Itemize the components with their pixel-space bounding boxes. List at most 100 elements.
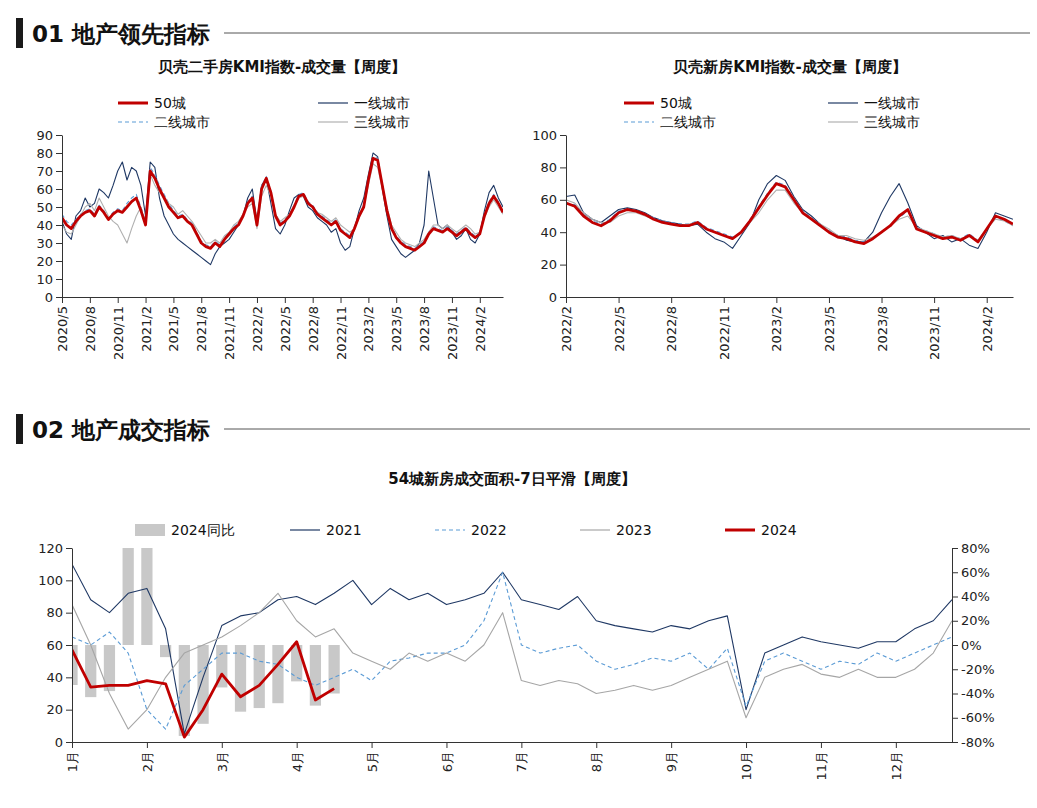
tick-label: 11月 xyxy=(814,751,829,781)
line-series xyxy=(566,184,1013,244)
tick-mark xyxy=(446,742,447,748)
tick: 40 xyxy=(540,225,566,240)
tick: 2020/11 xyxy=(111,297,126,360)
tick: 30 xyxy=(36,236,62,251)
legend-label: 一线城市 xyxy=(354,95,410,111)
tick-label: 70 xyxy=(36,164,53,179)
tick: 3月 xyxy=(215,742,230,772)
tick: 80 xyxy=(46,605,72,620)
legend-swatch xyxy=(118,102,148,105)
tick-mark xyxy=(66,645,72,646)
bar xyxy=(85,645,96,697)
tick: 2020/8 xyxy=(83,297,98,352)
tick: 80% xyxy=(952,541,990,556)
line-series xyxy=(62,158,503,250)
tick-label: 2023/5 xyxy=(822,306,837,352)
tick-label: 0 xyxy=(55,735,63,750)
tick-label: 60 xyxy=(36,182,53,197)
tick-mark xyxy=(452,297,453,303)
tick: -20% xyxy=(952,662,995,677)
bar xyxy=(272,645,283,703)
tick-label: 2021/5 xyxy=(166,306,181,352)
tick-label: 1月 xyxy=(65,751,80,772)
line-series xyxy=(72,642,334,737)
section-header: 02 地产成交指标 xyxy=(16,414,1030,444)
tick: 2022/11 xyxy=(334,297,349,360)
legend-label: 50城 xyxy=(660,95,692,111)
tick: 100 xyxy=(38,573,72,588)
section-title: 01 地产领先指标 xyxy=(32,21,210,47)
legend-label: 三线城市 xyxy=(354,114,410,130)
tick-mark xyxy=(313,297,314,303)
tick-mark xyxy=(619,297,620,303)
tick-mark xyxy=(952,572,958,573)
tick: 9月 xyxy=(664,742,679,772)
legend-swatch xyxy=(118,121,148,122)
tick-label: 0% xyxy=(961,638,982,653)
chart-title: 54城新房成交面积-7日平滑【周度】 xyxy=(388,470,636,488)
tick-mark xyxy=(56,243,62,244)
tick-mark xyxy=(952,694,958,695)
tick-mark xyxy=(952,597,958,598)
tick-label: 50 xyxy=(36,200,53,215)
tick-label: 20 xyxy=(46,702,63,717)
tick: 2023/8 xyxy=(417,297,432,352)
tick: 2023/8 xyxy=(875,297,890,352)
tick-mark xyxy=(987,297,988,303)
tick-mark xyxy=(66,710,72,711)
tick-label: 8月 xyxy=(589,751,604,772)
tick: 2024/2 xyxy=(980,297,995,352)
tick-mark xyxy=(560,232,566,233)
tick: 2022/8 xyxy=(306,297,321,352)
tick: 2023/11 xyxy=(445,297,460,360)
tick-label: 80 xyxy=(36,146,53,161)
legend-swatch xyxy=(435,529,465,530)
tick-label: 2021/11 xyxy=(222,306,237,360)
tick: 40 xyxy=(46,670,72,685)
tick-mark xyxy=(62,297,63,303)
axis: 2022/22022/52022/82022/112023/22023/5202… xyxy=(559,297,1013,360)
tick: 60% xyxy=(952,565,990,580)
tick-label: -20% xyxy=(961,662,995,677)
tick-mark xyxy=(56,189,62,190)
tick-label: 2023/2 xyxy=(769,306,784,352)
tick: -80% xyxy=(952,735,995,750)
tick: -60% xyxy=(952,710,995,725)
tick-label: 2023/8 xyxy=(417,306,432,352)
tick-label: 2023/11 xyxy=(445,306,460,360)
legend-swatch xyxy=(828,102,858,103)
tick-label: 2月 xyxy=(140,751,155,772)
tick-mark xyxy=(56,279,62,280)
tick: 2021/11 xyxy=(222,297,237,360)
tick: 11月 xyxy=(814,742,829,781)
tick: 80 xyxy=(36,146,62,161)
tick-mark xyxy=(952,718,958,719)
tick: 4月 xyxy=(290,742,305,772)
section-header: 01 地产领先指标 xyxy=(16,18,1030,48)
section-bar xyxy=(16,414,23,444)
line-series xyxy=(566,190,1013,240)
tick: 40 xyxy=(36,218,62,233)
tick: 50 xyxy=(36,200,62,215)
tick-mark xyxy=(560,265,566,266)
bar xyxy=(254,645,265,708)
tick-mark xyxy=(66,677,72,678)
tick-label: 2023/2 xyxy=(361,306,376,352)
tick-mark xyxy=(560,135,566,136)
tick-mark xyxy=(66,613,72,614)
tick-mark xyxy=(952,742,958,743)
tick-label: 2022/8 xyxy=(306,306,321,352)
tick-label: 80 xyxy=(46,605,63,620)
tick-mark xyxy=(934,297,935,303)
tick-mark xyxy=(952,621,958,622)
tick: 2021/8 xyxy=(194,297,209,352)
tick-mark xyxy=(90,297,91,303)
axis: 2020/52020/82020/112021/22021/52021/8202… xyxy=(55,297,503,360)
tick: 2023/5 xyxy=(822,297,837,352)
tick: 2022/5 xyxy=(612,297,627,352)
chart-title: 贝壳二手房KMI指数-成交量【周度】 xyxy=(157,58,406,76)
legend-item: 一线城市 xyxy=(318,95,410,111)
legend-swatch xyxy=(725,529,755,532)
tick-label: 0 xyxy=(45,290,53,305)
tick-label: 100 xyxy=(532,128,557,143)
